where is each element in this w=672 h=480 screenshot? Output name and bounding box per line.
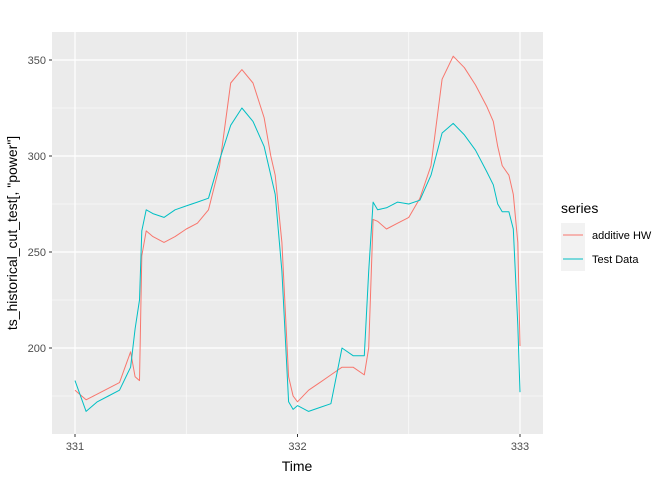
x-tick-label: 333 <box>511 441 529 453</box>
legend-label-additive-hw: additive HW <box>592 230 652 242</box>
series-lines <box>74 55 521 412</box>
series-line-test-data <box>74 107 521 412</box>
axes: 331 332 333 200 250 300 350 <box>28 55 530 453</box>
grid <box>52 32 543 434</box>
legend: series additive HW Test Data <box>561 200 652 271</box>
x-tick-label: 331 <box>66 441 84 453</box>
y-tick-label: 200 <box>28 343 46 355</box>
y-axis-title: ts_historical_cut_test[, "power"] <box>4 136 20 330</box>
series-line-additive-hw <box>74 55 521 403</box>
y-tick-label: 350 <box>28 55 46 67</box>
legend-title: series <box>561 200 598 216</box>
y-tick-label: 300 <box>28 151 46 163</box>
x-axis-title: Time <box>282 458 313 474</box>
y-tick-label: 250 <box>28 247 46 259</box>
x-tick-label: 332 <box>288 441 306 453</box>
legend-label-test-data: Test Data <box>592 254 639 266</box>
